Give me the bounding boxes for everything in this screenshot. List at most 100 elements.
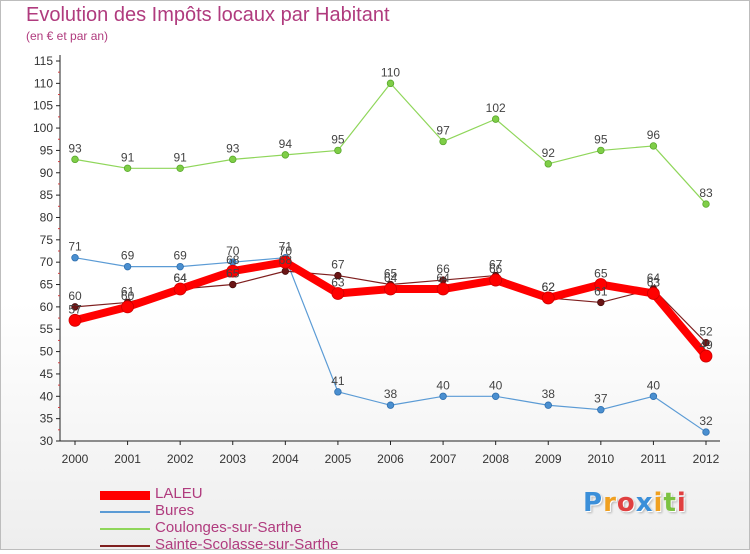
y-tick-label: 35 (40, 412, 54, 426)
data-label-bures: 40 (436, 378, 450, 392)
data-point-sainte-scolasse-sur-sarthe (71, 303, 79, 311)
data-label-bures: 41 (331, 374, 345, 388)
data-label-sainte-scolasse-sur-sarthe: 67 (489, 258, 503, 272)
data-label-bures: 69 (173, 249, 187, 263)
y-tick-label: 45 (40, 367, 54, 381)
y-tick-label: 90 (40, 166, 54, 180)
data-point-coulonges-sur-sarthe (702, 200, 710, 208)
x-tick-label: 2001 (114, 452, 141, 466)
x-tick-label: 2010 (587, 452, 614, 466)
data-point-coulonges-sur-sarthe (123, 164, 132, 172)
data-label-bures: 40 (489, 378, 503, 392)
data-label-sainte-scolasse-sur-sarthe: 66 (436, 262, 450, 276)
data-point-laleu (68, 313, 82, 327)
x-tick-label: 2011 (641, 452, 667, 466)
legend-label-sainte-scolasse-sur-sarthe: Sainte-Scolasse-sur-Sarthe (155, 536, 339, 553)
data-label-bures: 38 (384, 387, 398, 401)
y-tick-label: 115 (34, 54, 53, 68)
data-label-coulonges-sur-sarthe: 97 (436, 123, 450, 137)
data-point-laleu (647, 287, 660, 300)
data-label-coulonges-sur-sarthe: 96 (647, 128, 661, 142)
y-tick-label: 30 (40, 434, 54, 448)
data-point-bures (597, 406, 605, 414)
x-tick-label: 2008 (482, 452, 509, 466)
y-tick-label: 60 (40, 300, 54, 314)
legend-swatch-coulonges-sur-sarthe (100, 528, 150, 530)
y-tick-label: 40 (40, 389, 54, 403)
legend-swatch-laleu (100, 490, 150, 500)
chart-subtitle: (en € et par an) (26, 29, 109, 43)
logo-letter: t (663, 488, 677, 518)
data-label-bures: 69 (121, 249, 135, 263)
data-label-bures: 37 (594, 392, 608, 406)
y-tick-label: 85 (40, 188, 54, 202)
data-point-bures (334, 388, 342, 396)
logo-letter: r (603, 488, 617, 518)
data-label-bures: 38 (542, 387, 556, 401)
x-tick-label: 2002 (167, 452, 194, 466)
data-label-coulonges-sur-sarthe: 91 (121, 150, 135, 164)
legend-swatch-bures (100, 511, 150, 513)
data-label-coulonges-sur-sarthe: 93 (68, 141, 82, 155)
data-label-sainte-scolasse-sur-sarthe: 64 (647, 271, 661, 285)
legend-label-bures: Bures (155, 502, 195, 519)
data-point-coulonges-sur-sarthe (386, 79, 395, 88)
data-label-coulonges-sur-sarthe: 91 (173, 150, 187, 164)
data-point-laleu (489, 273, 503, 287)
data-point-coulonges-sur-sarthe (439, 137, 447, 146)
y-tick-label: 110 (34, 76, 53, 90)
x-tick-label: 2000 (62, 452, 89, 466)
data-label-coulonges-sur-sarthe: 102 (486, 101, 506, 115)
data-label-laleu: 70 (279, 244, 293, 258)
data-label-sainte-scolasse-sur-sarthe: 68 (279, 253, 293, 267)
y-tick-label: 95 (40, 143, 54, 157)
data-point-laleu (699, 349, 713, 363)
data-point-bures (544, 401, 552, 409)
y-tick-label: 55 (40, 322, 54, 336)
data-point-sainte-scolasse-sur-sarthe (702, 338, 710, 347)
legend-swatch-sainte-scolasse-sur-sarthe (100, 545, 150, 547)
data-point-bures (649, 392, 658, 400)
data-label-laleu: 64 (436, 271, 450, 285)
data-label-laleu: 57 (68, 302, 82, 316)
data-point-bures (439, 392, 447, 400)
data-point-laleu (384, 282, 397, 296)
data-label-coulonges-sur-sarthe: 94 (279, 137, 293, 151)
data-label-laleu: 68 (226, 253, 240, 267)
data-label-laleu: 64 (384, 271, 398, 285)
data-point-bures (386, 401, 395, 409)
data-point-bures (176, 262, 184, 271)
data-label-coulonges-sur-sarthe: 110 (381, 65, 400, 79)
x-tick-label: 2003 (219, 452, 246, 466)
legend-label-coulonges-sur-sarthe: Coulonges-sur-Sarthe (155, 519, 302, 536)
data-label-sainte-scolasse-sur-sarthe: 52 (699, 325, 713, 339)
data-label-coulonges-sur-sarthe: 92 (542, 146, 556, 160)
y-tick-label: 100 (33, 121, 53, 135)
logo-letter: x (635, 488, 654, 518)
data-point-laleu (278, 255, 292, 269)
data-label-sainte-scolasse-sur-sarthe: 64 (173, 271, 187, 285)
chart-title: Evolution des Impôts locaux par Habitant (26, 4, 390, 26)
data-label-sainte-scolasse-sur-sarthe: 67 (331, 258, 345, 272)
data-label-sainte-scolasse-sur-sarthe: 62 (542, 280, 556, 294)
x-tick-label: 2012 (693, 452, 720, 466)
legend-label-laleu: LALEU (155, 485, 203, 502)
data-point-sainte-scolasse-sur-sarthe (281, 267, 290, 275)
data-label-laleu: 64 (173, 271, 187, 285)
y-tick-label: 105 (33, 99, 53, 113)
data-point-coulonges-sur-sarthe (334, 146, 342, 155)
x-tick-label: 2005 (325, 452, 352, 466)
data-label-laleu: 62 (542, 280, 556, 294)
data-point-sainte-scolasse-sur-sarthe (229, 280, 237, 289)
data-point-bures (702, 428, 710, 436)
y-tick-label: 75 (40, 233, 54, 247)
data-point-sainte-scolasse-sur-sarthe (597, 298, 605, 307)
data-label-sainte-scolasse-sur-sarthe: 65 (384, 267, 398, 281)
data-point-laleu (541, 291, 555, 305)
data-label-laleu: 66 (489, 262, 503, 276)
data-label-laleu: 60 (121, 289, 135, 303)
data-point-bures (71, 254, 79, 262)
data-label-bures: 70 (226, 244, 240, 258)
